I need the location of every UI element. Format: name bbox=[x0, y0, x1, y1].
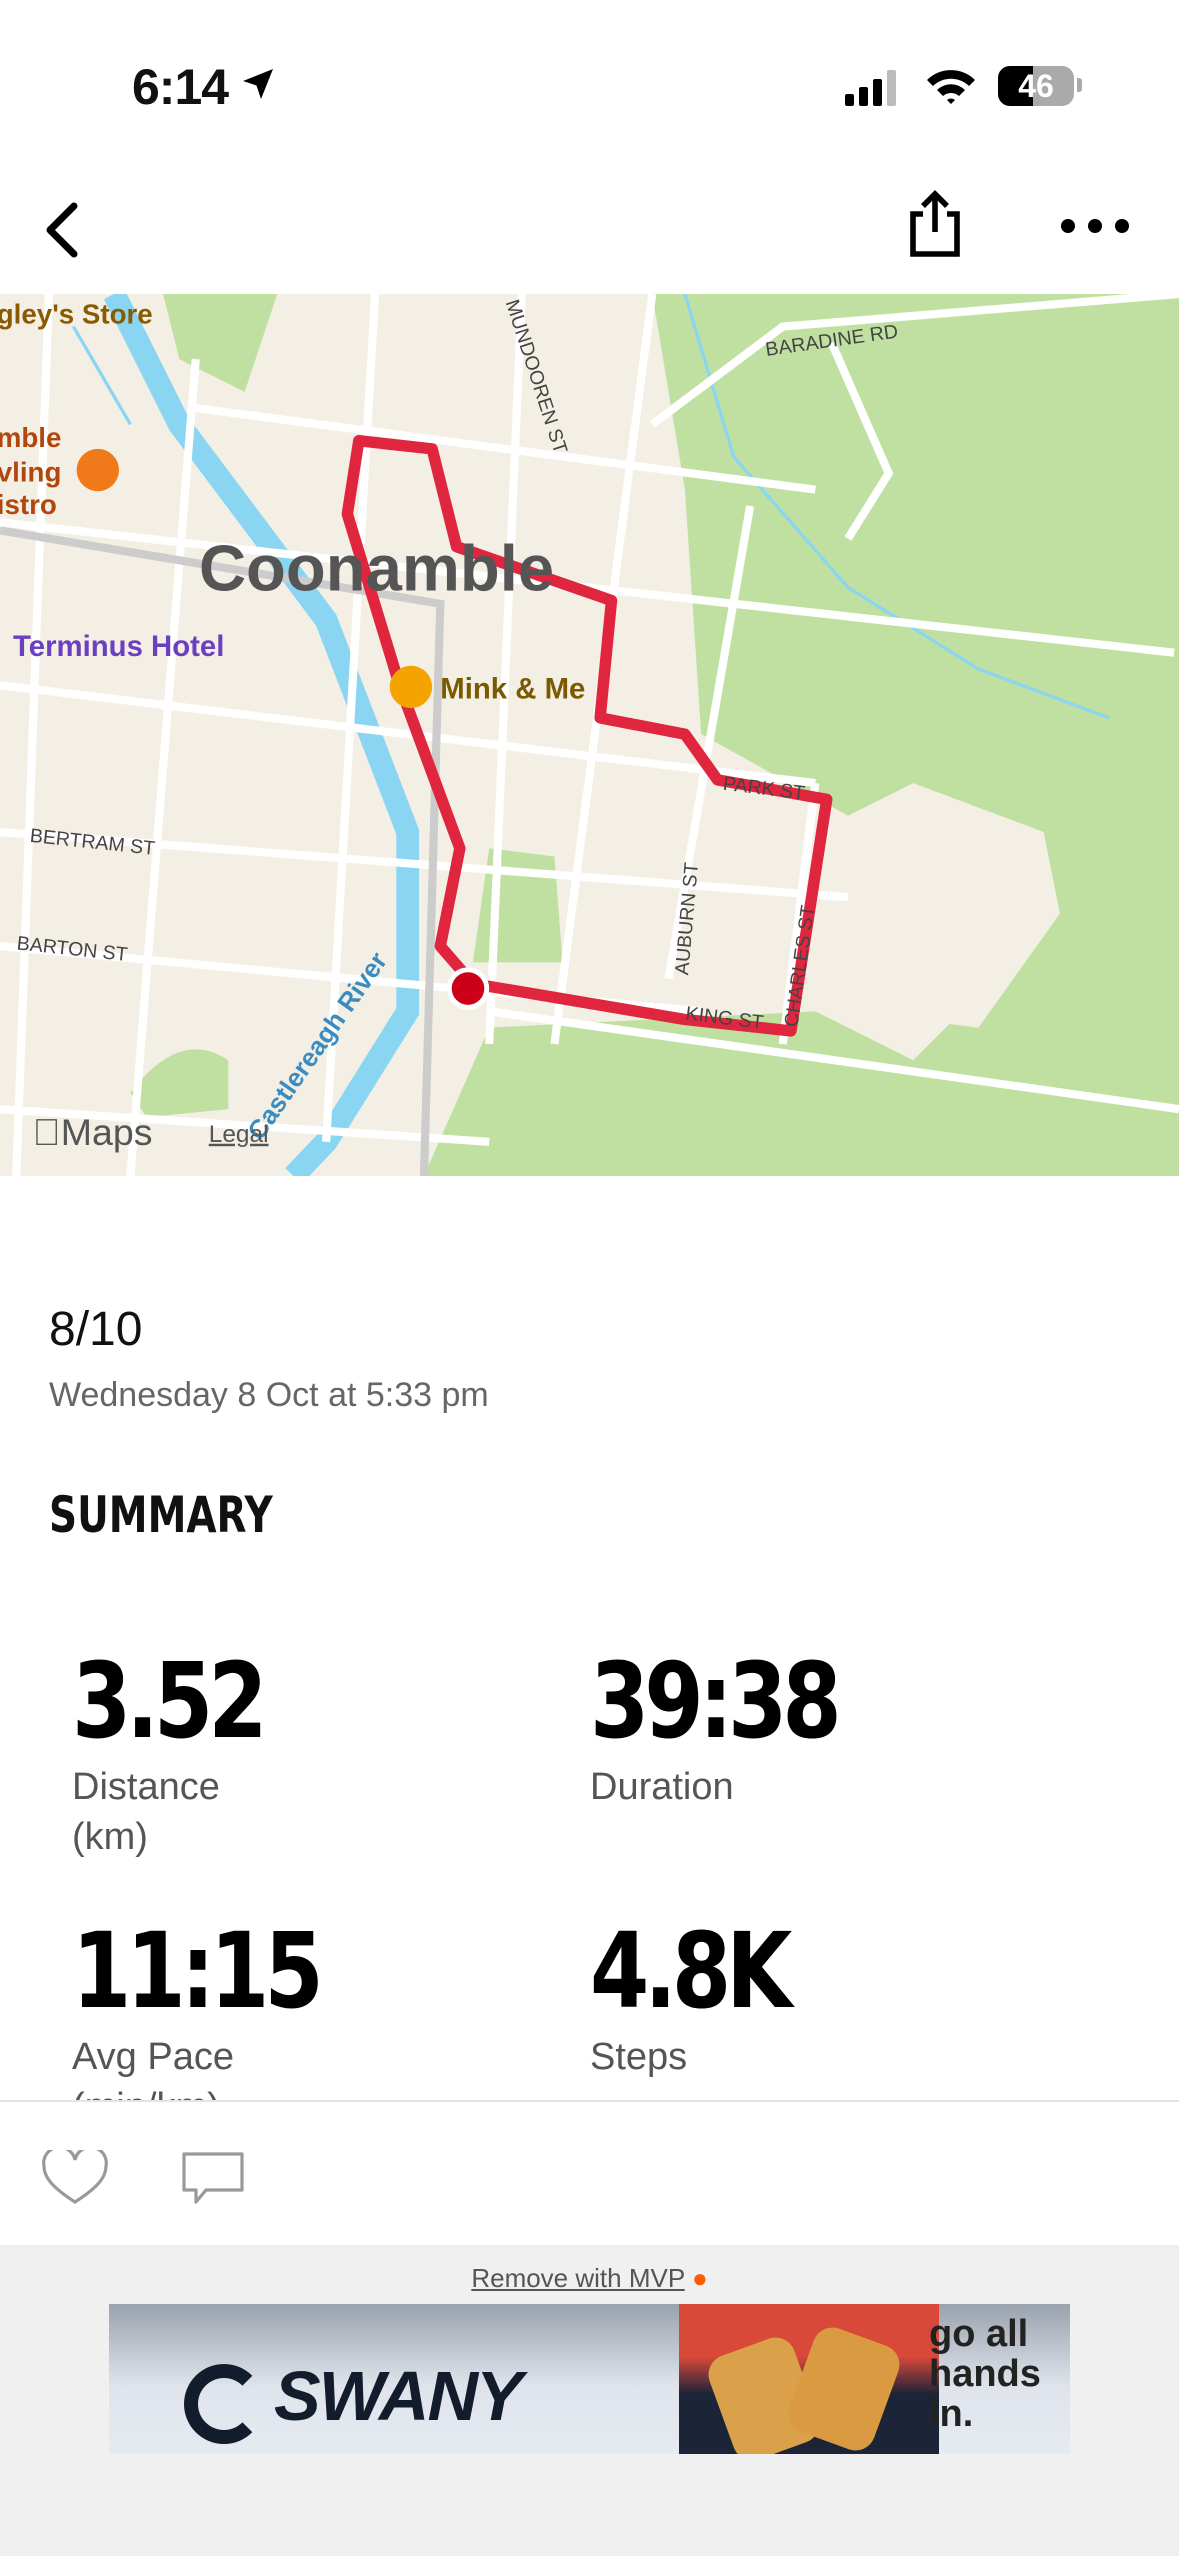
stat-label: Duration bbox=[590, 1766, 734, 1808]
flame-icon: ● bbox=[691, 2263, 708, 2293]
route-end-marker bbox=[451, 972, 485, 1005]
stat-unit: (min/km) bbox=[72, 2082, 373, 2100]
stat-value: 39:38 bbox=[590, 1640, 842, 1762]
swany-logo-icon bbox=[184, 2364, 264, 2444]
route-line bbox=[341, 435, 833, 1037]
back-button[interactable] bbox=[40, 200, 84, 260]
ad-brand: SWANY bbox=[274, 2357, 523, 2435]
stat-label: Steps bbox=[590, 2036, 688, 2078]
comment-button[interactable] bbox=[180, 2150, 246, 2206]
signal-icon bbox=[845, 70, 896, 106]
map-label-store: gley's Store bbox=[0, 298, 153, 329]
stat-unit: (km) bbox=[72, 1816, 148, 1858]
stat-value: 4.8K bbox=[590, 1910, 792, 2032]
legal-link[interactable]: Legal bbox=[209, 1121, 269, 1148]
map-label-bistro: istro bbox=[0, 489, 57, 520]
status-time: 6:14 bbox=[132, 59, 229, 115]
stat-avg-pace: 11:15 Avg Pace (min/km) bbox=[72, 1910, 373, 2100]
park-area bbox=[423, 294, 1179, 1176]
stat-steps: 4.8K Steps bbox=[590, 1910, 831, 2082]
map-label-bistro: mble bbox=[0, 422, 61, 453]
like-button[interactable] bbox=[42, 2150, 108, 2206]
share-button[interactable] bbox=[905, 188, 965, 260]
activity-datetime: Wednesday 8 Oct at 5:33 pm bbox=[49, 1376, 489, 1414]
battery-icon: 46 bbox=[998, 66, 1074, 106]
summary-heading: SUMMARY bbox=[49, 1486, 273, 1544]
map-label-hotel: Terminus Hotel bbox=[13, 630, 224, 663]
map-label-town: Coonamble bbox=[199, 532, 554, 605]
remove-ads-link[interactable]: Remove with MVP bbox=[471, 2263, 685, 2293]
stat-value: 3.52 bbox=[72, 1640, 268, 1762]
route-map[interactable]: gley's Store mble vling istro Coonamble … bbox=[0, 294, 1179, 1176]
action-bar bbox=[0, 2100, 1179, 2245]
ad-tagline: go all hands in. bbox=[929, 2313, 1041, 2435]
location-arrow-icon bbox=[243, 69, 273, 99]
battery-level: 46 bbox=[1018, 68, 1054, 104]
ad-area: Remove with MVP ● SWANY go all hands in. bbox=[0, 2245, 1179, 2556]
stat-distance: 3.52 Distance (km) bbox=[72, 1640, 305, 1862]
ad-banner[interactable]: SWANY go all hands in. bbox=[109, 2304, 1070, 2454]
apple-maps-logo: Maps bbox=[33, 1111, 153, 1153]
map-label-shop: Mink & Me bbox=[440, 672, 585, 705]
stat-label: Distance bbox=[72, 1766, 220, 1808]
wifi-icon bbox=[927, 70, 975, 104]
stat-duration: 39:38 Duration bbox=[590, 1640, 891, 1812]
stat-value: 11:15 bbox=[72, 1910, 324, 2032]
ad-photo bbox=[679, 2304, 939, 2454]
activity-title: 8/10 bbox=[49, 1303, 143, 1356]
map-label-bistro: vling bbox=[0, 456, 61, 487]
more-button[interactable] bbox=[1060, 218, 1130, 234]
stat-label: Avg Pace bbox=[72, 2036, 234, 2078]
